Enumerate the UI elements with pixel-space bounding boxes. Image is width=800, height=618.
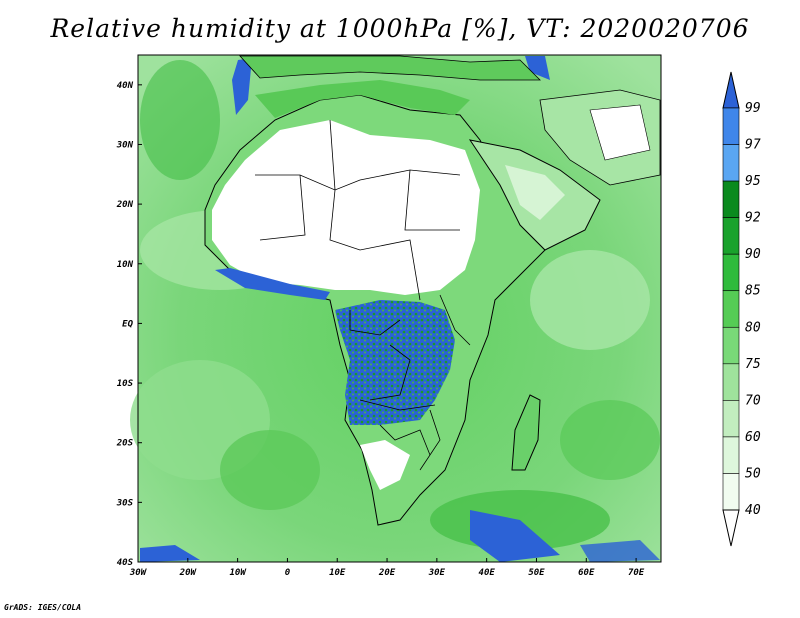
x-tick-label: 60E bbox=[578, 568, 595, 578]
y-tick-label: 30S bbox=[116, 498, 134, 508]
colorbar-label: 80 bbox=[745, 320, 761, 335]
x-tick-label: 40E bbox=[479, 568, 496, 578]
x-tick-label: 70E bbox=[628, 568, 645, 578]
colorbar-label: 99 bbox=[745, 101, 761, 116]
x-tick-label: 50E bbox=[528, 568, 545, 578]
colorbar-swatch bbox=[722, 217, 740, 255]
colorbar-swatch bbox=[722, 290, 740, 328]
colorbar-swatch bbox=[722, 253, 740, 292]
colorbar-label: 70 bbox=[745, 393, 761, 408]
colorbar-label: 85 bbox=[745, 284, 761, 299]
y-tick-label: 40N bbox=[117, 81, 134, 91]
colorbar-swatch bbox=[722, 326, 740, 365]
y-tick-label: 10N bbox=[117, 260, 134, 270]
colorbar-label: 92 bbox=[745, 211, 761, 226]
colorbar-label: 75 bbox=[745, 357, 761, 372]
colorbar-top-arrow bbox=[722, 71, 740, 109]
chart-title: Relative humidity at 1000hPa [%], VT: 20… bbox=[50, 14, 750, 43]
colorbar-label: 97 bbox=[745, 138, 761, 153]
x-tick-label: 10W bbox=[229, 568, 247, 578]
x-tick-label: 30E bbox=[428, 568, 446, 578]
x-tick-label: 20E bbox=[378, 568, 396, 578]
x-tick-label: 10E bbox=[329, 568, 346, 578]
map-frame bbox=[137, 54, 662, 563]
colorbar-label: 90 bbox=[745, 247, 761, 262]
africa-landmass bbox=[204, 55, 661, 526]
y-tick-label: 20S bbox=[116, 439, 134, 449]
x-tick-label: 30W bbox=[129, 568, 148, 578]
country-borders bbox=[255, 119, 471, 471]
colorbar-label: 40 bbox=[745, 503, 761, 518]
colorbar: 99 97 95 92 90 85 80 75 70 60 50 40 bbox=[722, 71, 761, 547]
credit-text: GrADS: IGES/COLA bbox=[4, 603, 82, 612]
colorbar-label: 60 bbox=[745, 430, 761, 445]
colorbar-label: 50 bbox=[745, 466, 761, 481]
colorbar-swatch bbox=[722, 363, 740, 401]
humidity-field bbox=[130, 56, 660, 562]
y-tick-label: EQ bbox=[122, 319, 133, 329]
x-tick-label: 0 bbox=[285, 568, 291, 578]
y-tick-label: 30N bbox=[116, 140, 134, 150]
colorbar-label: 95 bbox=[745, 174, 761, 189]
y-axis: 40N 30N 20N 10N EQ 10S 20S 30S 40S bbox=[116, 81, 142, 568]
y-tick-label: 40S bbox=[117, 558, 134, 568]
colorbar-swatch bbox=[722, 180, 740, 218]
colorbar-bottom-arrow bbox=[722, 509, 740, 547]
colorbar-swatch bbox=[722, 107, 740, 145]
colorbar-swatch bbox=[722, 144, 740, 182]
colorbar-swatch bbox=[722, 400, 740, 438]
y-tick-label: 10S bbox=[117, 379, 134, 389]
x-tick-label: 20W bbox=[179, 568, 198, 578]
y-tick-label: 20N bbox=[116, 200, 134, 210]
colorbar-swatch bbox=[722, 436, 740, 474]
colorbar-swatch bbox=[722, 473, 740, 511]
x-axis: 30W 20W 10W 0 10E 20E 30E 40E 50E 60E 70E bbox=[129, 558, 645, 578]
